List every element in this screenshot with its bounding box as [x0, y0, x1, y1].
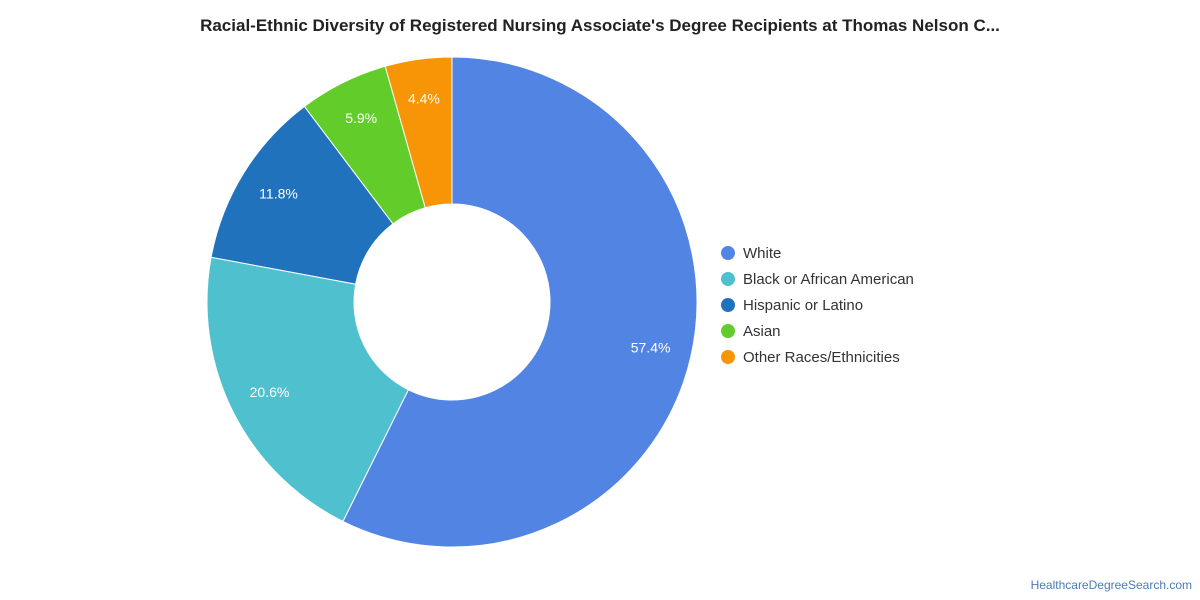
slice-other-races-ethnicities[interactable]	[384, 56, 453, 209]
slice-black-or-african-american[interactable]	[206, 256, 410, 523]
legend-label: Hispanic or Latino	[743, 296, 864, 314]
slice-hispanic-or-latino[interactable]	[210, 105, 394, 285]
legend-item-other-races-ethnicities[interactable]: Other Races/Ethnicities	[721, 344, 914, 370]
legend-swatch-icon	[721, 298, 735, 312]
legend-swatch-icon	[721, 324, 735, 338]
donut-slices	[206, 56, 698, 548]
slice-white[interactable]	[342, 56, 698, 548]
legend-label: White	[743, 244, 782, 262]
legend-item-hispanic-or-latino[interactable]: Hispanic or Latino	[721, 292, 914, 318]
legend-item-white[interactable]: White	[721, 240, 914, 266]
chart-legend: White Black or African American Hispanic o…	[721, 240, 914, 370]
slice-labels: 57.4% 20.6% 11.8% 5.9% 4.4%	[250, 91, 671, 400]
legend-label: Other Races/Ethnicities	[743, 348, 900, 366]
data-label-asian: 5.9%	[345, 110, 377, 126]
chart-title: Racial-Ethnic Diversity of Registered Nu…	[200, 16, 1000, 35]
legend-item-asian[interactable]: Asian	[721, 318, 914, 344]
legend-item-black-or-african-american[interactable]: Black or African American	[721, 266, 914, 292]
data-label-white: 57.4%	[631, 339, 671, 355]
data-label-hispanic-or-latino: 11.8%	[259, 185, 298, 201]
source-credit-link[interactable]: HealthcareDegreeSearch.com	[1030, 578, 1192, 592]
legend-swatch-icon	[721, 350, 735, 364]
data-label-black-or-african-american: 20.6%	[250, 384, 290, 400]
legend-swatch-icon	[721, 272, 735, 286]
legend-label: Black or African American	[743, 270, 914, 288]
legend-swatch-icon	[721, 246, 735, 260]
data-label-other-races-ethnicities: 4.4%	[408, 91, 440, 107]
legend-label: Asian	[743, 322, 781, 340]
